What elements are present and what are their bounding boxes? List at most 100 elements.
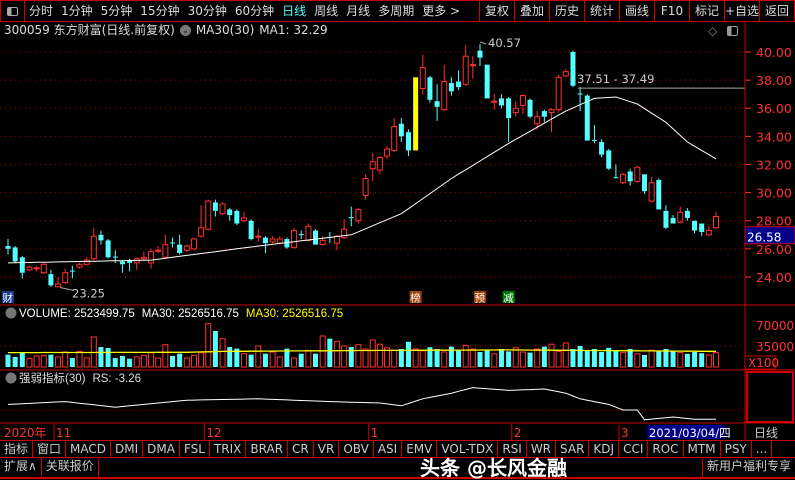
indicator-tab[interactable]: CR (288, 441, 314, 457)
candle[interactable] (477, 43, 483, 67)
candle[interactable] (348, 206, 354, 227)
candle[interactable] (469, 56, 476, 79)
candle[interactable] (162, 234, 169, 259)
candle[interactable] (26, 265, 33, 272)
candle[interactable] (205, 199, 212, 231)
candle[interactable] (291, 227, 298, 249)
candle[interactable] (570, 50, 576, 88)
indicator-tab[interactable]: ASI (374, 441, 403, 457)
candle[interactable] (548, 108, 555, 133)
candle[interactable] (198, 205, 205, 238)
candle[interactable] (634, 165, 641, 183)
indicator-tab[interactable]: VR (314, 441, 340, 457)
diamond-icon[interactable]: ◇ (708, 24, 718, 38)
indicator-tab[interactable]: TRIX (210, 441, 247, 457)
candle[interactable] (133, 257, 140, 270)
period-tab[interactable]: 15分钟 (140, 4, 180, 18)
candle[interactable] (699, 223, 705, 237)
candle[interactable] (391, 118, 398, 152)
period-tab[interactable]: 分时 (29, 4, 54, 18)
rs-dropdown-icon[interactable] (5, 372, 17, 384)
candle[interactable] (255, 229, 262, 242)
candle[interactable] (434, 84, 440, 121)
promo-link[interactable]: 新用户福利专享 (701, 458, 795, 477)
indicator-tab[interactable]: ... (752, 441, 773, 457)
candle[interactable] (656, 178, 662, 210)
candle[interactable] (183, 244, 190, 252)
period-tab[interactable]: 1分钟 (61, 4, 93, 18)
indicator-tab[interactable]: VOL-TDX (437, 441, 499, 457)
candle[interactable] (155, 246, 162, 254)
candle[interactable] (441, 64, 448, 112)
indicator-tab[interactable]: 指标 (0, 441, 34, 457)
candle[interactable] (355, 208, 362, 224)
candle[interactable] (713, 212, 719, 230)
candle[interactable] (227, 208, 233, 221)
period-tab[interactable]: 60分钟 (234, 4, 275, 18)
candle[interactable] (40, 262, 47, 275)
candle[interactable] (55, 276, 62, 288)
candle[interactable] (599, 139, 605, 158)
period-tab[interactable]: 30分钟 (187, 4, 227, 18)
candle[interactable] (341, 219, 348, 239)
candle[interactable] (498, 94, 504, 109)
candle[interactable] (456, 70, 462, 90)
candle[interactable] (705, 226, 712, 237)
candle[interactable] (405, 129, 411, 157)
indicator-tab[interactable]: SAR (556, 441, 590, 457)
candle[interactable] (541, 109, 547, 123)
toolbar-button[interactable]: 返回 (759, 1, 794, 21)
dropdown-icon[interactable]: ⌄ (179, 24, 191, 36)
toolbar-button[interactable]: 复权 (479, 1, 514, 21)
candle[interactable] (62, 268, 69, 284)
candle[interactable] (33, 265, 40, 272)
period-tab[interactable]: 多周期 (378, 4, 415, 18)
candle[interactable] (298, 230, 304, 239)
indicator-tab[interactable]: DMI (111, 441, 144, 457)
indicator-tab[interactable]: MACD (66, 441, 112, 457)
indicator-tab[interactable]: KDJ (589, 441, 620, 457)
period-tab[interactable]: 周线 (314, 4, 339, 18)
candle[interactable] (12, 246, 18, 263)
candle[interactable] (413, 77, 419, 151)
candle[interactable] (241, 212, 247, 223)
candle[interactable] (448, 77, 454, 96)
candle[interactable] (606, 149, 612, 171)
candle[interactable] (627, 168, 633, 186)
indicator-tab[interactable]: MTM (684, 441, 721, 457)
period-tab[interactable]: 更多 > (422, 4, 461, 18)
candle[interactable] (234, 209, 240, 225)
candle[interactable] (177, 234, 183, 255)
indicator-tab[interactable]: CCI (619, 441, 649, 457)
candle[interactable] (284, 237, 290, 249)
candle[interactable] (127, 258, 133, 272)
candle[interactable] (140, 251, 147, 261)
period-tab[interactable]: 月线 (346, 4, 371, 18)
candle[interactable] (613, 164, 619, 179)
candle[interactable] (677, 206, 684, 224)
candle[interactable] (462, 44, 469, 86)
candle[interactable] (190, 237, 197, 251)
candle[interactable] (591, 125, 597, 144)
indicator-tab[interactable]: WR (527, 441, 557, 457)
candle[interactable] (506, 96, 512, 142)
toolbar-button[interactable]: 画线 (619, 1, 654, 21)
candle[interactable] (112, 250, 118, 263)
indicator-tab[interactable]: RSI (498, 441, 527, 457)
event-marker[interactable] (409, 291, 422, 303)
candle[interactable] (519, 94, 526, 114)
indicator-tab[interactable]: EMV (402, 441, 438, 457)
candle[interactable] (692, 220, 698, 234)
candle[interactable] (105, 238, 111, 259)
candle[interactable] (641, 174, 647, 195)
candle[interactable] (427, 75, 433, 103)
candle[interactable] (148, 248, 155, 269)
sidebar-toggle-icon[interactable] (727, 26, 738, 36)
candle[interactable] (555, 74, 562, 113)
candle[interactable] (305, 223, 312, 242)
period-label[interactable]: 日线 (754, 426, 778, 440)
toolbar-button[interactable]: +自选 (724, 1, 759, 21)
candle[interactable] (269, 236, 276, 244)
event-marker[interactable] (474, 291, 486, 303)
candle[interactable] (169, 237, 175, 248)
